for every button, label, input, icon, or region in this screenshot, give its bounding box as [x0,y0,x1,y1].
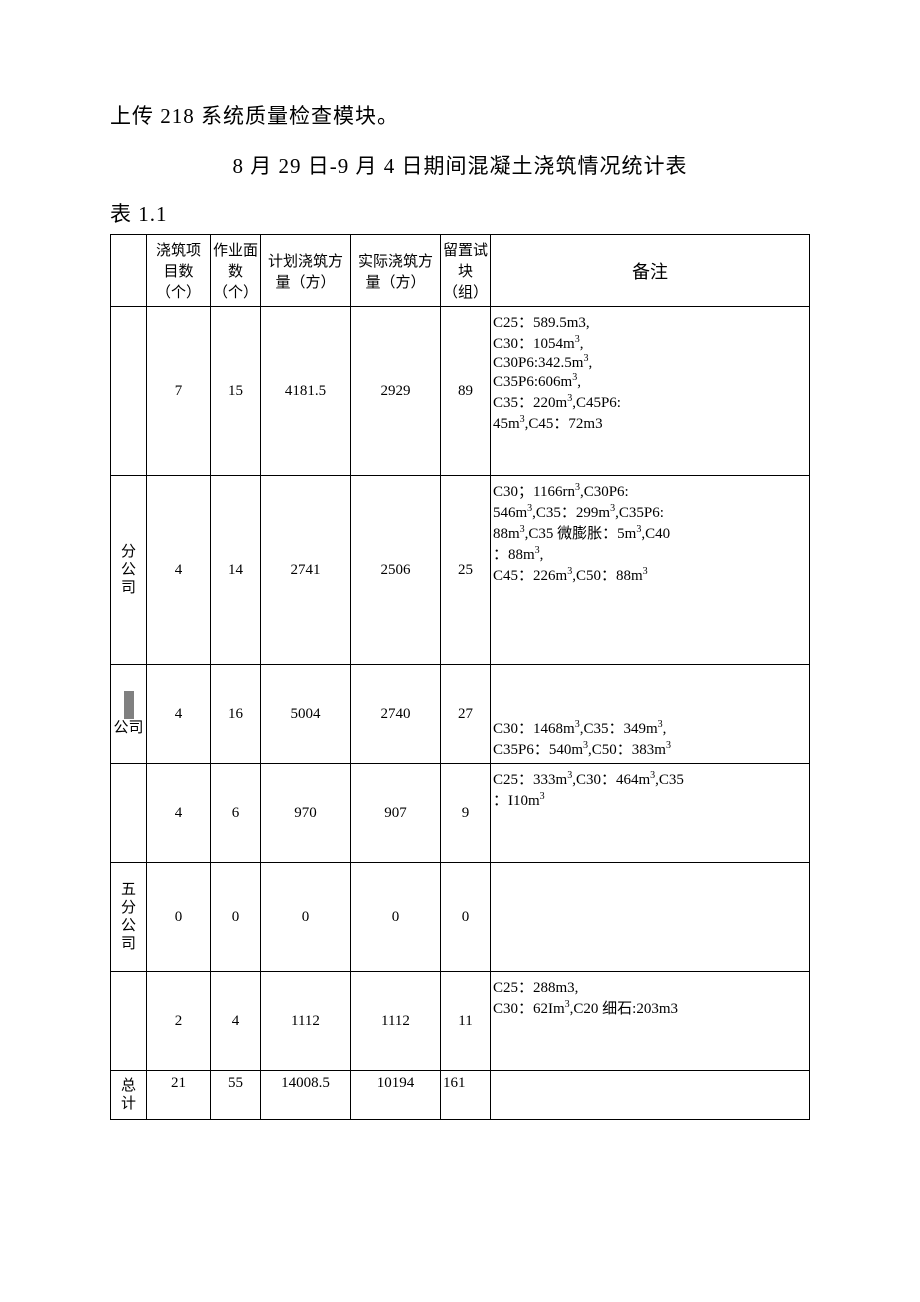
cell-blocks: 11 [441,972,491,1071]
cell-unit [111,764,147,863]
cell-unit [111,307,147,476]
cell-notes: C25：288m3,C30：62Im3,C20 细石:203m3 [491,972,810,1071]
table-row: 公司 4 16 5004 2740 27 C30：1468m3,C35：349m… [111,665,810,764]
cell-projects: 4 [147,764,211,863]
cell-notes: C25：333m3,C30：464m3,C35：I10m3 [491,764,810,863]
cell-projects: 4 [147,476,211,665]
header-unit [111,235,147,307]
cell-notes: C25：589.5m3,C30：1054m3,C30P6:342.5m3,C35… [491,307,810,476]
cell-planned: 5004 [261,665,351,764]
header-blocks: 留置试块（组） [441,235,491,307]
cell-unit: 五分公司 [111,863,147,972]
table-row: 2 4 1112 1112 11 C25：288m3,C30：62Im3,C20… [111,972,810,1071]
cell-planned: 0 [261,863,351,972]
cell-projects: 4 [147,665,211,764]
cell-planned: 970 [261,764,351,863]
cell-blocks: 9 [441,764,491,863]
table-row: 五分公司 0 0 0 0 0 [111,863,810,972]
cell-unit: 公司 [111,665,147,764]
cell-blocks: 161 [441,1071,491,1120]
cell-notes [491,863,810,972]
cell-actual: 2929 [351,307,441,476]
cell-actual: 10194 [351,1071,441,1120]
cell-actual: 0 [351,863,441,972]
cell-planned: 1112 [261,972,351,1071]
cell-notes [491,1071,810,1120]
cell-unit: 分公司 [111,476,147,665]
cell-faces: 15 [211,307,261,476]
header-notes: 备注 [491,235,810,307]
cell-actual: 2740 [351,665,441,764]
header-actual: 实际浇筑方量（方） [351,235,441,307]
stats-table: 浇筑项目数（个） 作业面数（个） 计划浇筑方量（方） 实际浇筑方量（方） 留置试… [110,234,810,1120]
table-row: 4 6 970 907 9 C25：333m3,C30：464m3,C35：I1… [111,764,810,863]
cell-unit [111,972,147,1071]
cell-faces: 16 [211,665,261,764]
cell-planned: 14008.5 [261,1071,351,1120]
cell-blocks: 27 [441,665,491,764]
cell-planned: 4181.5 [261,307,351,476]
cell-faces: 4 [211,972,261,1071]
cell-actual: 907 [351,764,441,863]
table-number: 表 1.1 [110,198,810,228]
cell-blocks: 25 [441,476,491,665]
cell-faces: 55 [211,1071,261,1120]
cell-faces: 0 [211,863,261,972]
table-title: 8 月 29 日-9 月 4 日期间混凝土浇筑情况统计表 [110,150,810,180]
cell-unit: 总计 [111,1071,147,1120]
cell-blocks: 0 [441,863,491,972]
header-planned: 计划浇筑方量（方） [261,235,351,307]
cell-faces: 14 [211,476,261,665]
header-faces: 作业面数（个） [211,235,261,307]
header-projects: 浇筑项目数（个） [147,235,211,307]
table-row-total: 总计 21 55 14008.5 10194 161 [111,1071,810,1120]
document-page: 上传 218 系统质量检查模块。 8 月 29 日-9 月 4 日期间混凝土浇筑… [0,0,920,1302]
cell-projects: 21 [147,1071,211,1120]
cell-actual: 1112 [351,972,441,1071]
cell-projects: 0 [147,863,211,972]
table-header-row: 浇筑项目数（个） 作业面数（个） 计划浇筑方量（方） 实际浇筑方量（方） 留置试… [111,235,810,307]
table-row: 分公司 4 14 2741 2506 25 C30；1166rn3,C30P6:… [111,476,810,665]
cell-projects: 7 [147,307,211,476]
intro-text: 上传 218 系统质量检查模块。 [110,100,810,130]
cell-notes: C30；1166rn3,C30P6:546m3,C35：299m3,C35P6:… [491,476,810,665]
cell-actual: 2506 [351,476,441,665]
table-row: 7 15 4181.5 2929 89 C25：589.5m3,C30：1054… [111,307,810,476]
cell-faces: 6 [211,764,261,863]
cell-planned: 2741 [261,476,351,665]
redacted-icon [124,691,134,719]
cell-blocks: 89 [441,307,491,476]
cell-notes: C30：1468m3,C35：349m3,C35P6：540m3,C50：383… [491,665,810,764]
cell-projects: 2 [147,972,211,1071]
